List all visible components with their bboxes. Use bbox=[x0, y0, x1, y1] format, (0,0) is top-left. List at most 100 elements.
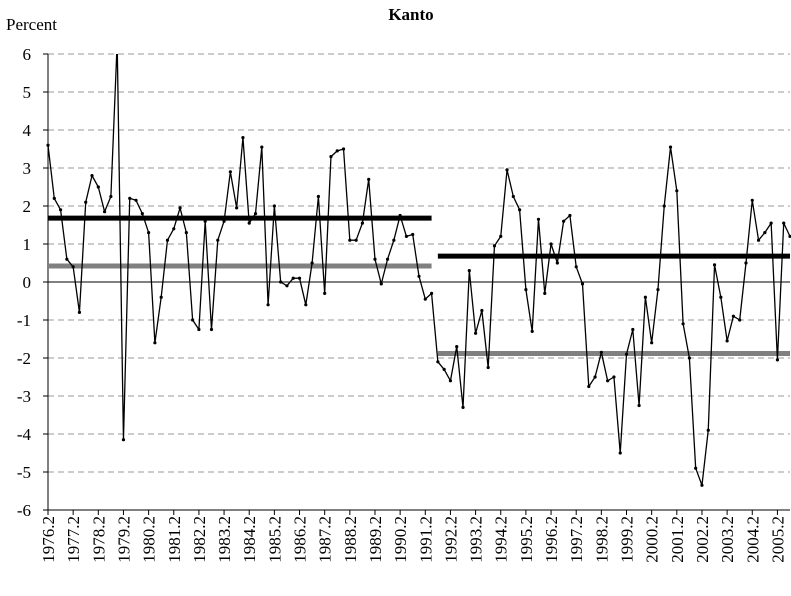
point bbox=[461, 405, 465, 409]
point bbox=[404, 234, 409, 238]
x-tick-label: 1984.2 bbox=[240, 516, 259, 563]
y-tick-label: 5 bbox=[23, 83, 32, 102]
point bbox=[624, 352, 629, 356]
point bbox=[116, 41, 119, 44]
point bbox=[530, 329, 534, 333]
point bbox=[71, 265, 75, 269]
point bbox=[411, 232, 415, 237]
point bbox=[109, 194, 113, 199]
point bbox=[700, 483, 704, 487]
point bbox=[323, 291, 327, 295]
point bbox=[266, 303, 270, 307]
point bbox=[398, 213, 402, 218]
x-tick-label: 2002.2 bbox=[693, 516, 712, 563]
point bbox=[782, 221, 786, 225]
point bbox=[788, 234, 791, 238]
point bbox=[473, 331, 478, 335]
y-tick-label: -1 bbox=[17, 311, 31, 330]
point bbox=[335, 149, 339, 153]
point bbox=[574, 265, 578, 269]
point bbox=[216, 238, 220, 242]
x-tick-label: 1991.2 bbox=[416, 516, 435, 563]
point bbox=[102, 210, 107, 214]
x-tick-label: 1980.2 bbox=[140, 516, 159, 563]
point bbox=[423, 297, 427, 301]
point bbox=[134, 198, 138, 202]
x-tick-label: 1986.2 bbox=[291, 516, 310, 563]
point bbox=[316, 194, 320, 199]
point bbox=[172, 227, 176, 231]
x-tick-label: 2004.2 bbox=[743, 516, 762, 563]
point bbox=[128, 196, 132, 200]
y-tick-label: -5 bbox=[17, 463, 31, 482]
point bbox=[241, 136, 245, 140]
point bbox=[90, 174, 94, 178]
point bbox=[687, 356, 691, 360]
point bbox=[706, 428, 710, 432]
point bbox=[373, 257, 377, 261]
point bbox=[763, 231, 767, 235]
point bbox=[360, 221, 365, 225]
point bbox=[618, 451, 622, 455]
x-tick-label: 1987.2 bbox=[316, 516, 335, 563]
point bbox=[65, 257, 69, 261]
point bbox=[643, 295, 647, 299]
point bbox=[310, 261, 314, 265]
point bbox=[448, 379, 453, 383]
x-tick-label: 1995.2 bbox=[517, 516, 536, 563]
y-tick-label: -3 bbox=[17, 387, 31, 406]
point bbox=[260, 145, 264, 149]
point bbox=[417, 274, 421, 278]
point bbox=[650, 341, 654, 345]
point bbox=[587, 384, 591, 389]
point bbox=[297, 276, 302, 280]
point bbox=[209, 327, 214, 332]
x-tick-label: 1983.2 bbox=[215, 516, 234, 563]
point bbox=[285, 284, 289, 288]
point bbox=[203, 219, 207, 223]
x-tick-label: 2003.2 bbox=[718, 516, 737, 563]
x-tick-label: 1977.2 bbox=[64, 516, 83, 563]
point bbox=[329, 155, 333, 159]
x-tick-label: 1979.2 bbox=[114, 516, 133, 563]
point bbox=[165, 238, 170, 242]
point bbox=[291, 276, 295, 280]
y-tick-label: 4 bbox=[23, 121, 32, 140]
point bbox=[662, 204, 666, 208]
point bbox=[637, 403, 641, 408]
point bbox=[675, 189, 679, 193]
y-tick-label: 2 bbox=[23, 197, 32, 216]
point bbox=[436, 360, 440, 364]
point bbox=[744, 261, 748, 265]
x-tick-label: 1982.2 bbox=[190, 516, 209, 563]
point bbox=[96, 185, 100, 189]
x-tick-label: 1989.2 bbox=[366, 516, 385, 563]
point bbox=[455, 345, 459, 349]
point bbox=[442, 367, 446, 371]
point bbox=[147, 231, 151, 235]
point bbox=[738, 318, 742, 322]
point bbox=[492, 244, 497, 248]
point bbox=[562, 219, 566, 223]
point bbox=[769, 221, 773, 225]
point bbox=[84, 200, 88, 204]
point bbox=[712, 263, 717, 267]
point bbox=[656, 288, 660, 292]
point bbox=[348, 238, 352, 242]
point bbox=[549, 242, 553, 246]
x-tick-label: 1981.2 bbox=[165, 516, 184, 563]
point bbox=[631, 327, 635, 332]
x-tick-label: 1994.2 bbox=[492, 516, 511, 563]
point bbox=[392, 238, 396, 242]
x-tick-label: 1985.2 bbox=[265, 516, 284, 563]
point bbox=[46, 143, 50, 147]
point bbox=[52, 196, 56, 200]
point bbox=[719, 295, 723, 299]
point bbox=[178, 206, 182, 210]
x-tick-label: 1999.2 bbox=[618, 516, 637, 563]
point bbox=[247, 221, 251, 225]
y-tick-label: 3 bbox=[23, 159, 32, 178]
x-tick-label: 1978.2 bbox=[89, 516, 108, 563]
point bbox=[599, 350, 603, 354]
